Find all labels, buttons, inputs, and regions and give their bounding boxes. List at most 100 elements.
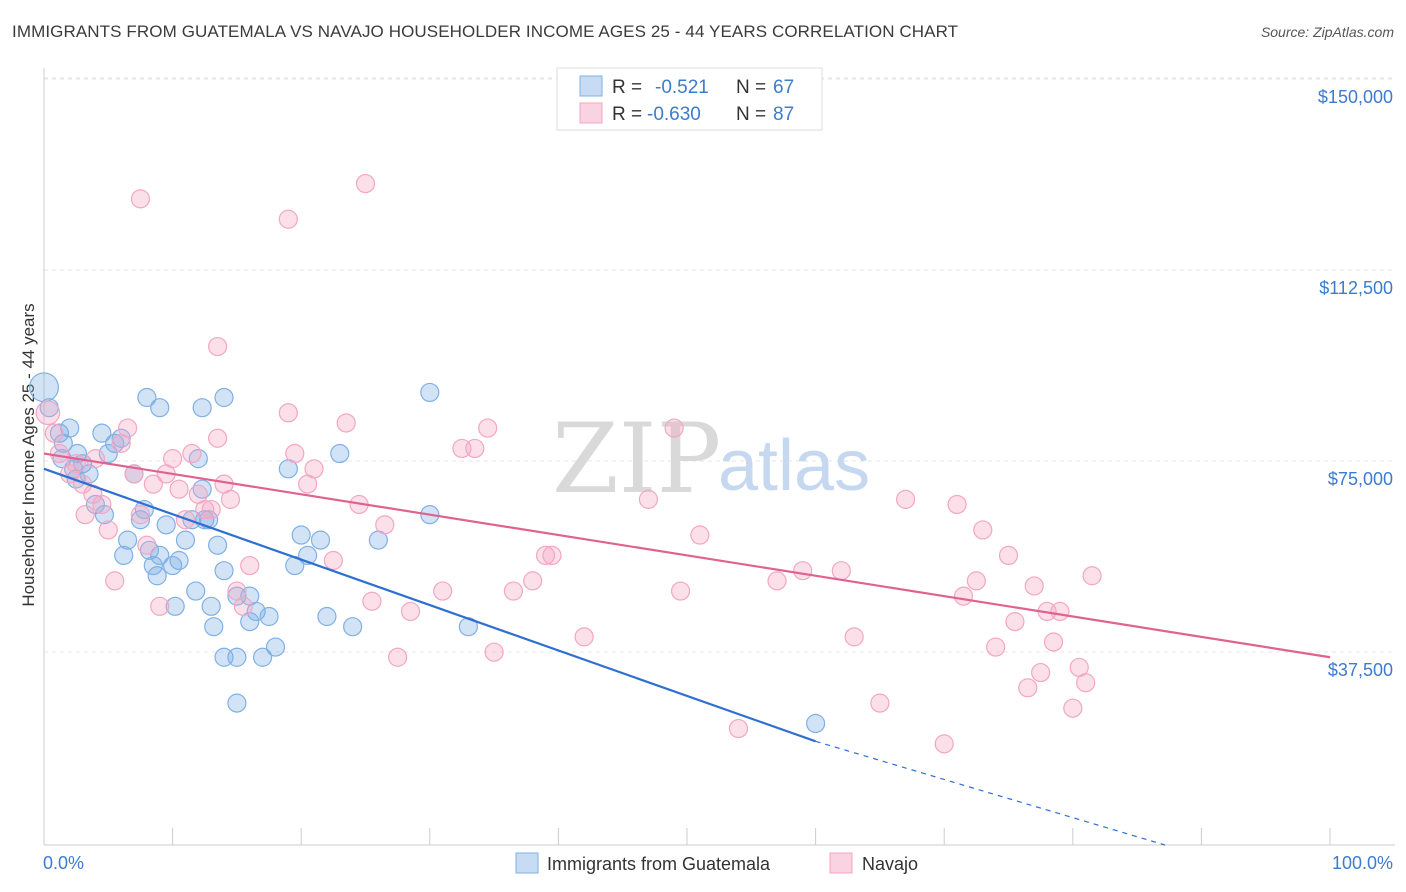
data-point-navajo — [1018, 678, 1038, 698]
data-point-navajo — [240, 555, 260, 576]
data-point-navajo — [844, 627, 864, 647]
data-point-navajo — [664, 418, 684, 438]
data-point-navajo — [143, 474, 163, 494]
data-point-guatemala — [214, 561, 234, 581]
data-point-guatemala — [246, 601, 266, 622]
watermark-zip: ZIP — [552, 403, 721, 515]
data-point-navajo — [92, 494, 112, 515]
data-point-guatemala — [92, 423, 112, 443]
data-point-navajo — [388, 647, 408, 667]
data-point-guatemala — [114, 545, 134, 566]
data-point-navajo — [208, 336, 228, 357]
data-point-guatemala — [156, 515, 176, 535]
data-point-guatemala — [66, 469, 86, 489]
y-tick-labels: $37,500 $75,000 $112,500 $150,000 — [1318, 87, 1393, 680]
y-tick-label: $150,000 — [1318, 87, 1393, 107]
chart-title: IMMIGRANTS FROM GUATEMALA VS NAVAJO HOUS… — [12, 22, 959, 41]
data-point-guatemala — [204, 617, 224, 637]
trend-lines — [43, 452, 1331, 846]
data-point-navajo — [130, 505, 151, 525]
data-point-navajo — [690, 525, 710, 545]
data-point-navajo — [278, 209, 298, 229]
legend-bottom-swatch-navajo — [829, 852, 853, 874]
data-point-navajo — [484, 642, 504, 662]
data-point-navajo — [947, 494, 967, 515]
data-point-navajo — [670, 581, 691, 601]
data-point-navajo — [793, 561, 813, 581]
legend-r-value-navajo: -0.630 — [647, 104, 701, 125]
data-point-navajo — [953, 586, 974, 606]
legend-n-value-navajo: 87 — [773, 104, 794, 125]
data-point-navajo — [44, 423, 64, 443]
data-point-navajo — [728, 718, 749, 739]
legend-bottom-label-navajo: Navajo — [862, 854, 918, 874]
data-point-navajo — [169, 479, 189, 499]
data-point-guatemala — [163, 555, 183, 576]
data-point-navajo — [208, 428, 228, 448]
data-point-navajo — [503, 581, 523, 601]
y-axis-label: Householder Income Ages 25 - 44 years — [19, 303, 38, 606]
data-point-navajo — [49, 443, 70, 464]
data-point-navajo — [1050, 601, 1070, 622]
data-point-navajo — [163, 449, 183, 469]
data-point-navajo — [75, 505, 95, 525]
data-point-guatemala — [227, 693, 247, 713]
data-point-navajo — [201, 499, 221, 520]
data-point-guatemala — [420, 382, 440, 403]
data-point-guatemala — [169, 550, 189, 571]
legend-n-value-guatemala: 67 — [773, 77, 794, 98]
data-point-guatemala — [805, 713, 826, 734]
data-point-navajo — [1076, 673, 1096, 693]
data-point-navajo — [1043, 632, 1064, 652]
data-point-navajo — [574, 627, 594, 647]
data-point-navajo — [72, 474, 93, 494]
data-point-guatemala — [253, 647, 273, 667]
trend-line-guatemala-extrapolated — [815, 740, 1166, 846]
data-point-navajo — [278, 403, 298, 423]
data-point-navajo — [98, 520, 118, 540]
y-tick-label: $112,500 — [1319, 278, 1393, 298]
x-tick-label-min: 0.0% — [43, 853, 84, 873]
data-point-guatemala — [150, 398, 170, 418]
data-point-navajo — [465, 438, 485, 459]
trend-line-navajo — [43, 452, 1331, 659]
data-point-navajo — [966, 571, 986, 591]
data-point-guatemala — [98, 443, 118, 464]
data-point-guatemala — [111, 428, 131, 448]
data-point-navajo — [362, 591, 382, 611]
data-point-guatemala — [49, 423, 70, 443]
trend-line-guatemala — [43, 467, 816, 743]
data-point-navajo — [1031, 662, 1051, 683]
legend-r-label-navajo: R = — [612, 104, 642, 125]
data-point-navajo — [85, 449, 106, 469]
data-point-navajo — [433, 581, 453, 601]
watermark-atlas: atlas — [718, 426, 870, 506]
legend-swatch-guatemala — [579, 75, 603, 97]
data-point-guatemala — [105, 433, 125, 453]
data-point-navajo — [831, 561, 851, 581]
data-point-navajo — [130, 189, 151, 209]
legend-r-label-guatemala: R = — [612, 77, 642, 98]
data-point-navajo — [1082, 566, 1102, 586]
data-point-guatemala — [192, 398, 212, 418]
data-point-navajo — [355, 173, 376, 194]
data-point-navajo — [35, 400, 61, 426]
data-point-guatemala — [188, 449, 208, 469]
data-point-guatemala — [192, 479, 212, 499]
data-point-guatemala — [186, 581, 206, 601]
data-point-guatemala — [317, 606, 337, 627]
data-point-navajo — [400, 601, 421, 622]
data-point-guatemala — [60, 418, 80, 438]
data-point-guatemala — [29, 372, 59, 403]
data-point-navajo — [535, 545, 556, 566]
data-point-navajo — [767, 571, 787, 591]
data-point-navajo — [523, 571, 543, 591]
data-point-guatemala — [265, 637, 286, 657]
data-point-guatemala — [214, 387, 234, 408]
data-point-guatemala — [130, 510, 151, 530]
data-point-navajo — [233, 596, 253, 616]
chart-source: Source: ZipAtlas.com — [1260, 24, 1394, 40]
data-point-navajo — [105, 571, 125, 591]
data-point-guatemala — [139, 540, 160, 560]
data-point-guatemala — [165, 596, 185, 616]
